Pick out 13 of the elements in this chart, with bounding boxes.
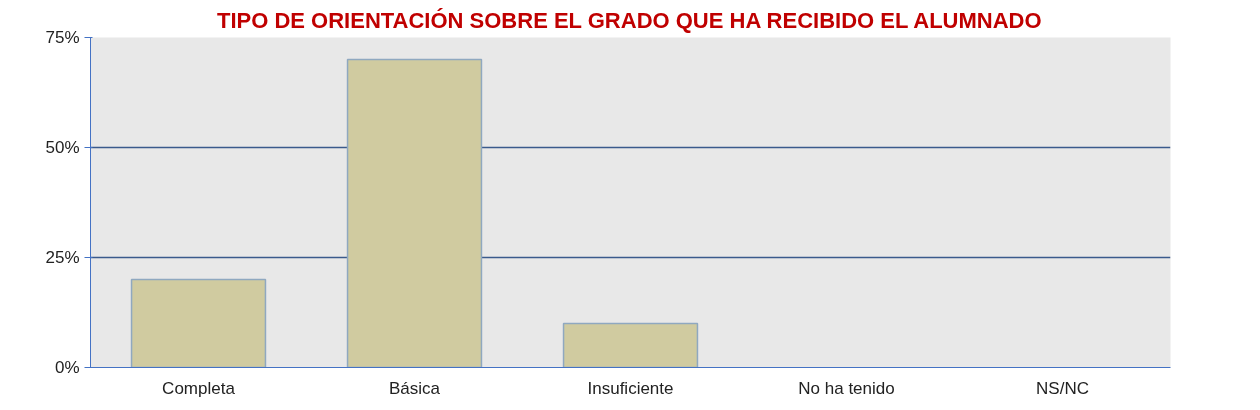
- x-tick-label: Insuficiente: [587, 378, 674, 398]
- x-tick-label: No ha tenido: [798, 378, 895, 398]
- y-tick-label: 75%: [45, 28, 80, 47]
- bar: [562, 322, 699, 368]
- y-tick-label: 0%: [54, 358, 80, 377]
- y-tick-label: 25%: [45, 248, 80, 267]
- x-tick-label: Completa: [162, 378, 236, 398]
- bar: [346, 58, 483, 368]
- y-tick-label: 50%: [45, 138, 80, 157]
- chart-title: TIPO DE ORIENTACIÓN SOBRE EL GRADO QUE HA RECIBIDO EL ALUMNADO: [216, 7, 1042, 33]
- bar: [130, 278, 267, 368]
- x-tick-label: Básica: [388, 378, 441, 398]
- x-tick-label: NS/NC: [1036, 378, 1089, 398]
